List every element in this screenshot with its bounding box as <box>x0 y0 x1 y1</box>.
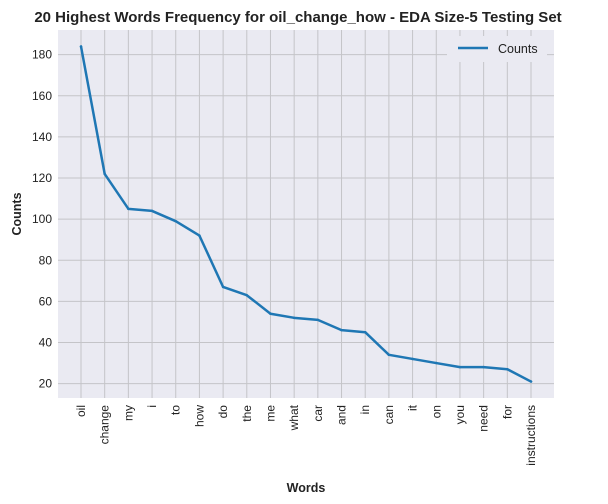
legend-label: Counts <box>498 42 538 56</box>
x-tick-label: how <box>192 405 206 427</box>
x-tick-label: what <box>287 404 301 431</box>
data-point <box>292 316 296 320</box>
data-point <box>363 330 367 334</box>
x-tick-label: change <box>98 405 112 445</box>
x-tick-label: my <box>121 405 135 421</box>
x-tick-label: can <box>382 405 396 424</box>
x-tick-label: i <box>145 405 159 408</box>
data-point <box>458 365 462 369</box>
x-tick-label: need <box>477 405 491 432</box>
data-point <box>529 380 533 383</box>
series-line <box>79 45 533 383</box>
data-point <box>150 209 154 213</box>
data-point <box>174 219 177 223</box>
data-point <box>482 365 485 369</box>
y-tick-label: 20 <box>39 377 53 391</box>
data-point <box>506 367 509 371</box>
data-point <box>103 172 106 176</box>
legend: Counts <box>447 36 547 62</box>
x-tick-label: instructions <box>524 405 538 466</box>
chart-title: 20 Highest Words Frequency for oil_chang… <box>34 9 561 26</box>
x-tick-label: do <box>216 405 230 419</box>
x-tick-label: car <box>311 405 325 422</box>
x-tick-label: it <box>406 404 420 411</box>
x-tick-label: on <box>429 405 443 418</box>
y-tick-label: 80 <box>39 253 53 267</box>
data-point <box>387 353 391 357</box>
grid-lines <box>58 30 554 398</box>
data-point <box>269 312 272 315</box>
x-tick-label: you <box>453 405 467 424</box>
y-tick-label: 60 <box>39 294 53 308</box>
y-axis-ticks: 20 40 60 80 100 120 140 160 180 <box>32 48 52 391</box>
data-point <box>198 234 201 237</box>
y-axis-label: Counts <box>10 192 24 235</box>
y-tick-label: 120 <box>32 171 52 185</box>
x-axis-ticks: oil change my i to how do the me what car and in can i… <box>74 404 538 465</box>
y-tick-label: 160 <box>32 89 52 103</box>
x-tick-label: oil <box>74 405 88 417</box>
data-point <box>127 207 130 211</box>
x-tick-label: the <box>240 405 254 422</box>
y-tick-label: 180 <box>32 48 52 62</box>
data-point <box>411 357 414 361</box>
x-tick-label: me <box>263 405 277 422</box>
plot-area <box>58 30 554 398</box>
data-point <box>79 45 83 48</box>
x-tick-label: for <box>500 405 514 419</box>
data-point <box>221 285 225 289</box>
series-layer <box>79 45 533 383</box>
x-axis-label: Words <box>287 481 326 495</box>
y-tick-label: 40 <box>39 335 53 349</box>
x-tick-label: and <box>335 405 349 425</box>
x-tick-label: in <box>358 405 372 414</box>
y-tick-label: 140 <box>32 130 52 144</box>
data-point <box>316 318 320 322</box>
data-point <box>435 361 438 365</box>
data-point <box>245 293 249 297</box>
y-tick-label: 100 <box>32 212 52 226</box>
x-tick-label: to <box>169 405 183 415</box>
data-point <box>340 328 343 332</box>
